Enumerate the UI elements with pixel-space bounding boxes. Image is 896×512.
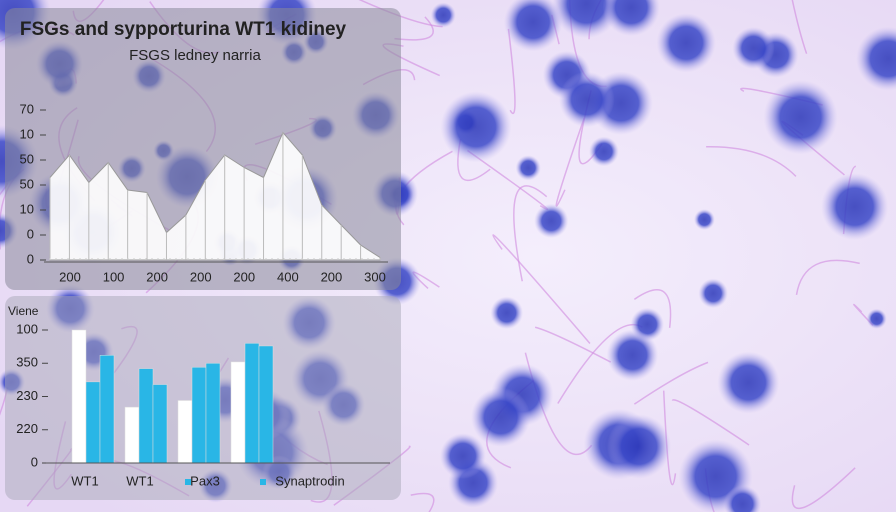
fiber <box>534 326 612 363</box>
legend-swatch <box>185 479 191 485</box>
x-tick-label: WT1 <box>126 473 153 488</box>
cell <box>732 27 775 70</box>
cell <box>602 0 660 37</box>
y-tick-label: 230 <box>16 388 38 403</box>
x-tick-label: 200 <box>233 269 255 284</box>
fiber <box>671 399 750 446</box>
cell <box>698 278 728 309</box>
legend-swatch <box>260 479 266 485</box>
x-tick-label: Synaptrodin <box>275 473 344 488</box>
fiber <box>706 145 797 177</box>
y-tick-label: 0 <box>31 454 38 469</box>
y-tick-label: 10 <box>20 201 34 216</box>
fiber <box>791 0 808 54</box>
bar <box>205 363 221 464</box>
bar <box>191 366 207 464</box>
fiber <box>633 289 672 328</box>
cell <box>534 203 569 239</box>
x-tick-label: 100 <box>103 269 125 284</box>
x-tick-label: WT1 <box>71 473 98 488</box>
cell <box>440 91 512 163</box>
fiber <box>791 467 856 510</box>
fiber <box>410 492 435 512</box>
cell <box>717 351 780 414</box>
cell <box>589 136 619 167</box>
cell <box>856 26 896 91</box>
x-tick-label: 200 <box>190 269 212 284</box>
cell <box>558 71 615 128</box>
bar <box>244 343 260 464</box>
fiber <box>394 16 434 41</box>
cell <box>503 0 563 52</box>
cell <box>490 296 524 330</box>
cell <box>866 308 887 329</box>
y-axis-label: Viene <box>8 304 39 318</box>
cell <box>606 414 672 479</box>
cell <box>515 155 541 181</box>
bar <box>124 406 140 464</box>
fiber <box>492 234 591 344</box>
y-tick-label: 10 <box>20 126 34 141</box>
cell <box>439 433 486 479</box>
x-tick-label: 200 <box>321 269 343 284</box>
y-tick-label: 50 <box>20 151 34 166</box>
fiber <box>358 0 443 28</box>
y-tick-label: 220 <box>16 421 38 436</box>
cell <box>693 209 715 231</box>
chart-subtitle: FSGS ledney narria <box>129 47 261 64</box>
bar <box>230 361 246 464</box>
fiber <box>555 118 585 207</box>
y-tick-label: 0 <box>27 226 34 241</box>
y-tick-label: 350 <box>16 355 38 370</box>
cell <box>821 173 889 241</box>
y-tick-label: 70 <box>20 101 34 116</box>
bar <box>99 355 115 464</box>
cell <box>656 13 716 73</box>
cell <box>430 2 456 28</box>
x-tick-label: 400 <box>277 269 299 284</box>
y-tick-label: 100 <box>16 321 38 336</box>
fiber <box>795 259 860 296</box>
x-tick-label: Pax3 <box>190 473 220 488</box>
x-tick-label: 300 <box>364 269 386 284</box>
bar <box>85 381 101 464</box>
fiber <box>513 185 548 282</box>
chart-title: FSGs and sypporturina WT1 kidiney <box>20 19 347 40</box>
bar <box>152 384 168 464</box>
fiber <box>507 28 516 115</box>
y-tick-label: 50 <box>20 176 34 191</box>
bar <box>177 400 193 464</box>
cell <box>471 387 531 447</box>
bar <box>258 345 274 464</box>
fiber <box>633 361 709 405</box>
cell <box>723 485 762 512</box>
bar <box>138 368 154 464</box>
x-tick-label: 200 <box>146 269 168 284</box>
y-tick-label: 0 <box>27 251 34 266</box>
bar <box>71 329 87 464</box>
fiber <box>662 390 677 486</box>
cell <box>606 329 659 381</box>
x-tick-label: 200 <box>59 269 81 284</box>
cell <box>763 80 838 155</box>
